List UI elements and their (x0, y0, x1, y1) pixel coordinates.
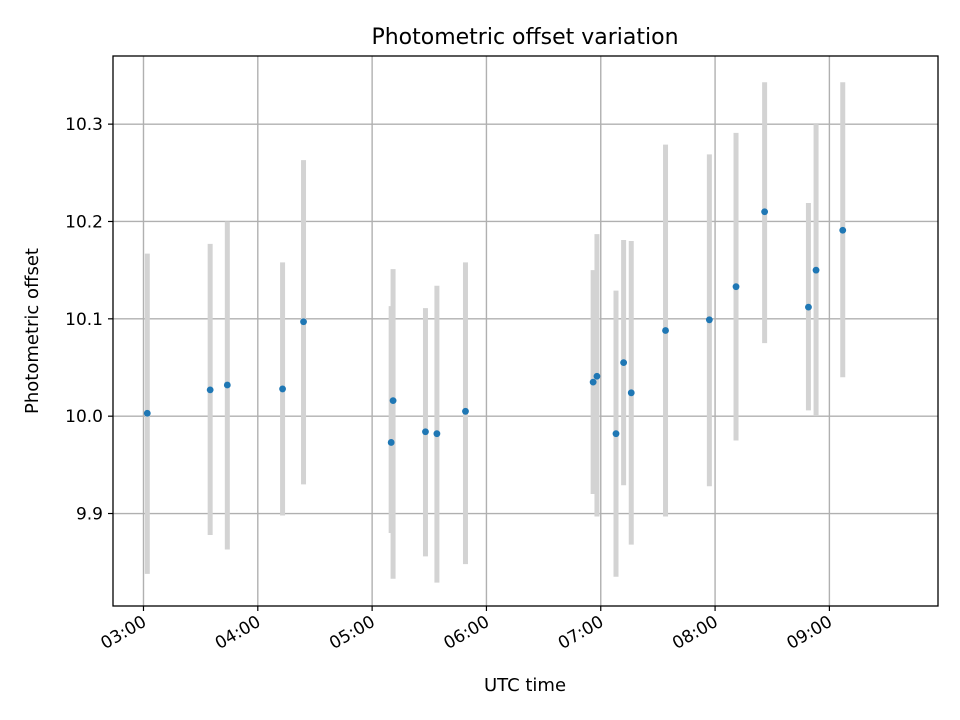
data-point (279, 385, 286, 393)
data-point (593, 372, 601, 380)
data-point (206, 386, 214, 394)
data-point (387, 439, 395, 446)
x-tick-label: 08:00 (669, 612, 721, 654)
data-point (627, 389, 635, 397)
data-point (732, 283, 740, 291)
grid-lines (113, 56, 938, 606)
data-point (300, 318, 307, 326)
x-tick-label: 06:00 (441, 612, 493, 654)
data-point (839, 226, 847, 234)
y-tick-label: 10.0 (65, 407, 103, 427)
data-point (612, 430, 620, 438)
error-bars (144, 82, 846, 583)
x-tick-label: 03:00 (98, 612, 150, 654)
data-point (705, 316, 713, 324)
data-point (761, 208, 769, 216)
data-point (620, 359, 628, 367)
data-point (223, 381, 231, 389)
data-point (589, 378, 597, 386)
x-tick-label: 07:00 (555, 612, 607, 654)
data-points (143, 208, 847, 446)
data-point (805, 303, 812, 311)
x-tick-label: 04:00 (212, 612, 264, 654)
data-point (462, 407, 469, 415)
data-point (143, 409, 151, 417)
x-tick-label: 05:00 (326, 612, 378, 654)
x-tick-label: 09:00 (783, 612, 835, 654)
y-tick-label: 9.9 (76, 505, 103, 525)
y-axis-label: Photometric offset (22, 248, 43, 414)
chart-title: Photometric offset variation (371, 25, 678, 50)
y-tick-label: 10.3 (65, 115, 103, 135)
data-point (812, 266, 820, 274)
data-point (662, 327, 669, 334)
data-point (389, 397, 397, 405)
y-axis: 9.9 10.0 10.1 10.2 10.3 (65, 115, 113, 525)
data-point (422, 428, 429, 436)
y-tick-label: 10.2 (65, 212, 103, 232)
x-axis: 03:00 04:00 05:00 06:00 07:00 08:00 09:00 (98, 606, 836, 654)
plot-frame (112, 55, 939, 607)
y-tick-label: 10.1 (65, 310, 103, 330)
x-axis-label: UTC time (484, 675, 566, 696)
data-point (433, 430, 441, 438)
